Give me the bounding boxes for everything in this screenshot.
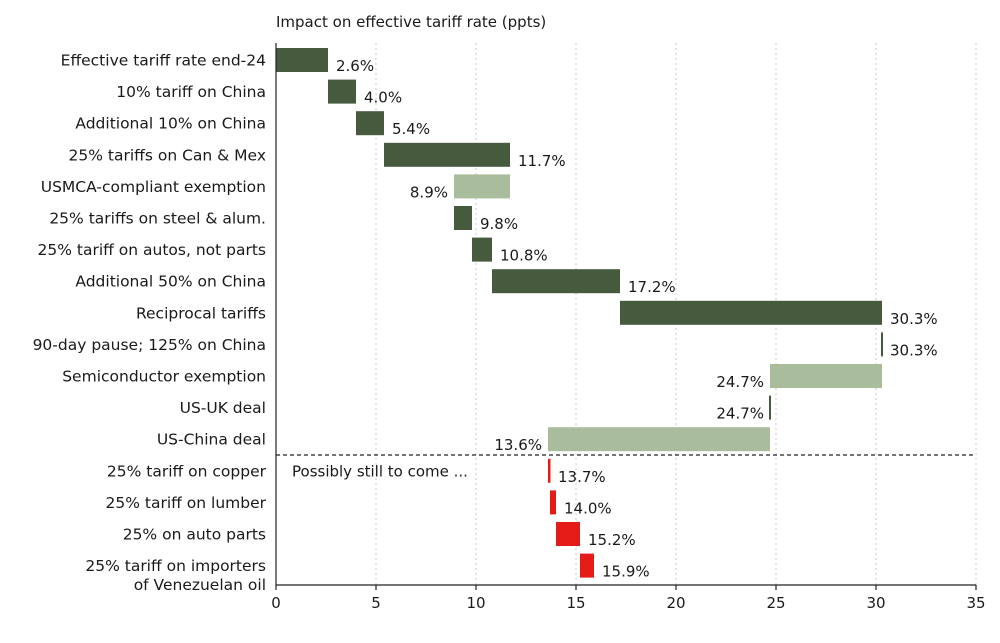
bar-7 xyxy=(492,269,620,294)
category-label: 10% tariff on China xyxy=(116,83,266,101)
category-label: US-UK deal xyxy=(180,399,266,417)
x-tick-label: 20 xyxy=(666,594,685,612)
bar-1 xyxy=(328,79,356,104)
category-label: Reciprocal tariffs xyxy=(136,304,266,322)
x-tick-label: 30 xyxy=(866,594,885,612)
category-label: USMCA-compliant exemption xyxy=(41,178,266,196)
bar-15 xyxy=(556,522,580,546)
chart-title: Impact on effective tariff rate (ppts) xyxy=(276,13,546,31)
category-label: of Venezuelan oil xyxy=(134,576,266,594)
category-label: 25% on auto parts xyxy=(123,526,266,544)
category-label: 25% tariff on copper xyxy=(107,462,267,480)
category-label: US-China deal xyxy=(157,431,266,449)
value-label: 30.3% xyxy=(890,341,938,359)
x-tick-label: 5 xyxy=(371,594,381,612)
category-label: 25% tariff on importers xyxy=(85,557,266,575)
value-label: 13.7% xyxy=(558,468,606,486)
annotation-possibly-still-to-come: Possibly still to come ... xyxy=(292,462,468,480)
bar-13 xyxy=(548,458,551,483)
x-tick-label: 35 xyxy=(966,594,985,612)
x-tick-label: 0 xyxy=(271,594,281,612)
value-label: 24.7% xyxy=(716,405,764,423)
x-tick-label: 15 xyxy=(566,594,585,612)
value-label: 24.7% xyxy=(716,373,764,391)
bar-2 xyxy=(356,111,384,136)
value-label: 14.0% xyxy=(564,499,612,517)
category-label: 25% tariff on lumber xyxy=(106,494,267,512)
category-label: Additional 10% on China xyxy=(75,115,266,133)
category-label: Semiconductor exemption xyxy=(62,368,266,386)
bar-14 xyxy=(550,490,556,515)
value-label: 15.9% xyxy=(602,563,650,581)
value-label: 9.8% xyxy=(480,215,518,233)
bar-8 xyxy=(620,300,882,325)
bar-11 xyxy=(769,395,771,420)
value-label: 2.6% xyxy=(336,57,374,75)
bar-6 xyxy=(472,237,492,262)
x-axis-ticks: 0 5 10 15 20 25 30 35 xyxy=(271,585,986,612)
category-label: 25% tariffs on Can & Mex xyxy=(69,146,266,164)
value-label: 8.9% xyxy=(410,183,448,201)
bar-9 xyxy=(881,332,883,357)
x-tick-label: 10 xyxy=(466,594,485,612)
value-label: 13.6% xyxy=(494,436,542,454)
value-label: 4.0% xyxy=(364,89,402,107)
value-label: 11.7% xyxy=(518,152,566,170)
value-label: 15.2% xyxy=(588,531,636,549)
category-label: Effective tariff rate end-24 xyxy=(61,52,266,70)
value-label: 30.3% xyxy=(890,310,938,328)
value-labels: 2.6% 4.0% 5.4% 11.7% 8.9% 9.8% 10.8% 17.2% 30.3%… xyxy=(336,57,938,581)
bar-5 xyxy=(454,206,472,230)
value-label: 10.8% xyxy=(500,247,548,265)
bar-12 xyxy=(548,427,770,452)
category-label: 90-day pause; 125% on China xyxy=(33,336,266,354)
value-label: 17.2% xyxy=(628,278,676,296)
bar-16 xyxy=(580,553,594,578)
bar-10 xyxy=(770,364,882,388)
value-label: 5.4% xyxy=(392,120,430,138)
bar-3 xyxy=(384,142,510,167)
bar-0 xyxy=(276,48,328,72)
bars-group xyxy=(276,48,883,578)
category-label: 25% tariffs on steel & alum. xyxy=(49,210,266,228)
bar-4 xyxy=(454,174,510,199)
category-label: Additional 50% on China xyxy=(75,273,266,291)
category-label: 25% tariff on autos, not parts xyxy=(38,241,266,259)
x-tick-label: 25 xyxy=(766,594,785,612)
category-labels: Effective tariff rate end-24 10% tariff o… xyxy=(33,52,267,595)
